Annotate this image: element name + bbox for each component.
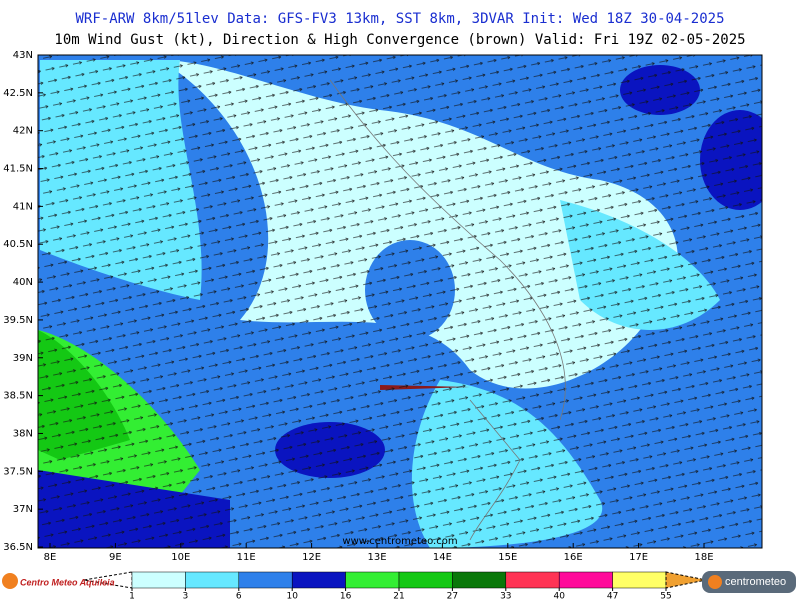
lat-label: 41N [13, 201, 33, 212]
legend-high-arrow [665, 571, 707, 589]
legend-bin [452, 571, 507, 589]
lon-label: 8E [44, 552, 57, 563]
legend-tick-label: 21 [393, 592, 404, 600]
lat-label: 36.5N [3, 542, 33, 553]
lat-label: 38.5N [3, 391, 33, 402]
lon-label: 16E [564, 552, 583, 563]
lon-label: 14E [433, 552, 452, 563]
lon-label: 15E [498, 552, 517, 563]
legend-bin [345, 571, 400, 589]
legend-tick-label: 10 [286, 592, 298, 600]
lon-label: 10E [171, 552, 190, 563]
legend-bin [185, 571, 240, 589]
lat-label: 40.5N [3, 239, 33, 250]
legend-bin [291, 571, 346, 589]
lon-label: 12E [302, 552, 321, 563]
left-logo: Centro Meteo Aquileia [20, 577, 115, 587]
right-logo-icon [708, 575, 722, 589]
legend-tick-label: 47 [607, 592, 618, 600]
watermark: www.centrometeo.com [342, 536, 457, 547]
map-field [38, 55, 762, 548]
right-logo-box [702, 571, 796, 593]
lat-label: 41.5N [3, 164, 33, 175]
legend-tick-label: 40 [553, 592, 565, 600]
lon-label: 11E [237, 552, 256, 563]
legend-tick-label: 3 [183, 592, 189, 600]
legend-tick-label: 16 [340, 592, 352, 600]
lat-label: 37.5N [3, 466, 33, 477]
lat-label: 39.5N [3, 315, 33, 326]
legend-bin [131, 571, 186, 589]
legend-tick-label: 55 [660, 592, 671, 600]
lon-label: 18E [694, 552, 713, 563]
lat-label: 40N [13, 277, 33, 288]
lon-label: 17E [629, 552, 648, 563]
legend-tick-label: 27 [447, 592, 458, 600]
map-frame [37, 54, 763, 549]
lat-label: 42.5N [3, 88, 33, 99]
legend-tick-label: 6 [236, 592, 242, 600]
legend-tick-label: 33 [500, 592, 511, 600]
lat-label: 37N [13, 504, 33, 515]
lat-label: 39N [13, 353, 33, 364]
right-logo: centrometeo [725, 576, 786, 588]
legend-bin [612, 571, 667, 589]
lat-label: 43N [13, 50, 33, 61]
legend-bin [398, 571, 453, 589]
header-line2: 10m Wind Gust (kt), Direction & High Con… [54, 32, 745, 48]
lat-label: 42N [13, 126, 33, 137]
header-line1: WRF-ARW 8km/51lev Data: GFS-FV3 13km, SS… [75, 11, 724, 27]
lon-label: 13E [367, 552, 386, 563]
legend-bin [558, 571, 613, 589]
legend-bin [505, 571, 560, 589]
lat-label: 38N [13, 428, 33, 439]
legend-tick-label: 1 [129, 592, 135, 600]
legend-bin [238, 571, 293, 589]
lon-label: 9E [109, 552, 122, 563]
left-logo-icon [2, 573, 18, 589]
